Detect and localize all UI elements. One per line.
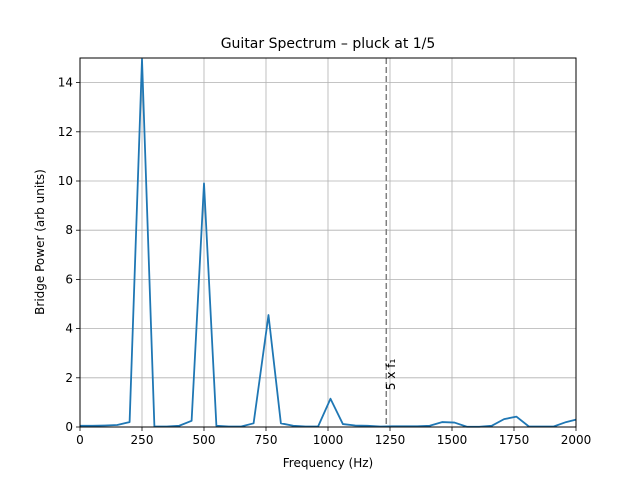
x-tick-label-8: 2000	[561, 433, 592, 447]
chart-title: Guitar Spectrum – pluck at 1/5	[221, 36, 436, 52]
x-axis-label: Frequency (Hz)	[283, 456, 374, 470]
y-tick-label-3: 6	[65, 272, 73, 286]
y-tick-label-6: 12	[58, 125, 73, 139]
ticks: 0 250 500 750 1000 1250 1500 1750 2000 0 2 4 6 8 10 12 1…	[58, 76, 592, 447]
y-tick-label-2: 4	[65, 322, 73, 336]
x-tick-label-7: 1750	[499, 433, 530, 447]
y-tick-label-5: 10	[58, 174, 73, 188]
y-tick-label-7: 14	[58, 76, 73, 90]
x-tick-label-4: 1000	[313, 433, 344, 447]
y-axis-label: Bridge Power (arb units)	[33, 169, 47, 315]
y-tick-label-0: 0	[65, 420, 73, 434]
x-tick-label-2: 500	[193, 433, 216, 447]
grid	[80, 58, 576, 427]
x-tick-label-3: 750	[255, 433, 278, 447]
x-tick-label-5: 1250	[375, 433, 406, 447]
x-tick-label-1: 250	[131, 433, 154, 447]
y-tick-label-4: 8	[65, 223, 73, 237]
y-tick-label-1: 2	[65, 371, 73, 385]
x-tick-label-6: 1500	[437, 433, 468, 447]
vline-annotation: 5 x f₁	[384, 359, 398, 391]
x-tick-label-0: 0	[76, 433, 84, 447]
